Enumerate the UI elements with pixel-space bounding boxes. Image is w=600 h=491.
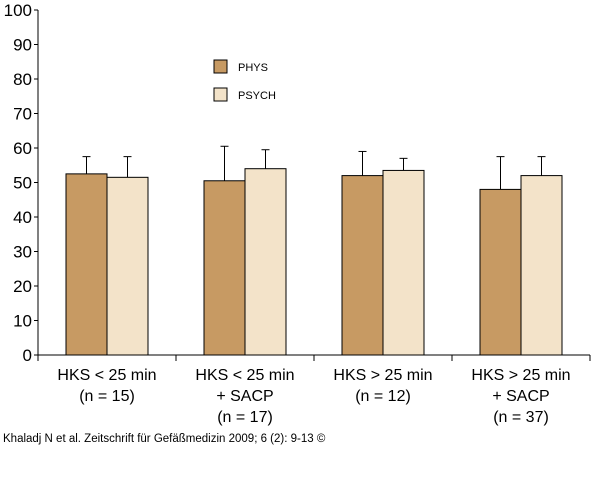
category-label: HKS > 25 min (n = 12) bbox=[333, 367, 432, 405]
y-tick-label: 40 bbox=[13, 208, 32, 227]
bar-psych bbox=[382, 169, 425, 356]
legend-swatch-phys bbox=[213, 59, 228, 74]
y-tick-label: 70 bbox=[13, 105, 32, 124]
category-label-line: (n = 17) bbox=[217, 409, 273, 426]
source-credit: Khaladj N et al. Zeitschrift für Gefäßme… bbox=[3, 433, 326, 445]
bar-phys bbox=[203, 180, 246, 356]
category-label-line: HKS > 25 min bbox=[471, 367, 570, 384]
legend-label-phys: PHYS bbox=[238, 62, 268, 74]
y-tick-label: 80 bbox=[13, 70, 32, 89]
axes-layer: 0 10 20 30 40 50 60 70 80 90 100 HKS < 25 min (n = 1… bbox=[4, 1, 591, 426]
legend-swatch-psych bbox=[213, 87, 228, 102]
bar-psych bbox=[244, 168, 287, 356]
y-tick-label: 30 bbox=[13, 243, 32, 262]
y-tick-label: 90 bbox=[13, 36, 32, 55]
category-label-line: (n = 37) bbox=[493, 409, 549, 426]
bar-psych bbox=[106, 176, 149, 356]
category-label-line: (n = 12) bbox=[355, 388, 411, 405]
bar-phys bbox=[479, 188, 522, 356]
category-label-line: + SACP bbox=[216, 388, 273, 405]
category-label-line: HKS < 25 min bbox=[57, 367, 156, 384]
legend: PHYS PSYCH bbox=[213, 59, 276, 102]
y-tick-label: 50 bbox=[13, 174, 32, 193]
category-label: HKS < 25 min (n = 15) bbox=[57, 367, 156, 405]
y-tick-label: 100 bbox=[4, 1, 32, 20]
bars-layer bbox=[65, 145, 563, 356]
category-label-line: HKS < 25 min bbox=[195, 367, 294, 384]
y-tick-label: 0 bbox=[23, 346, 32, 365]
y-tick-label: 10 bbox=[13, 312, 32, 331]
bar-phys bbox=[341, 175, 384, 356]
legend-label-psych: PSYCH bbox=[238, 90, 276, 102]
category-label-line: + SACP bbox=[492, 388, 549, 405]
y-tick-label: 20 bbox=[13, 277, 32, 296]
category-label-line: (n = 15) bbox=[79, 388, 135, 405]
category-label: HKS > 25 min + SACP (n = 37) bbox=[471, 367, 570, 426]
bar-phys bbox=[65, 173, 108, 356]
bar-psych bbox=[520, 175, 563, 356]
y-tick-label: 60 bbox=[13, 139, 32, 158]
category-label: HKS < 25 min + SACP (n = 17) bbox=[195, 367, 294, 426]
category-label-line: HKS > 25 min bbox=[333, 367, 432, 384]
